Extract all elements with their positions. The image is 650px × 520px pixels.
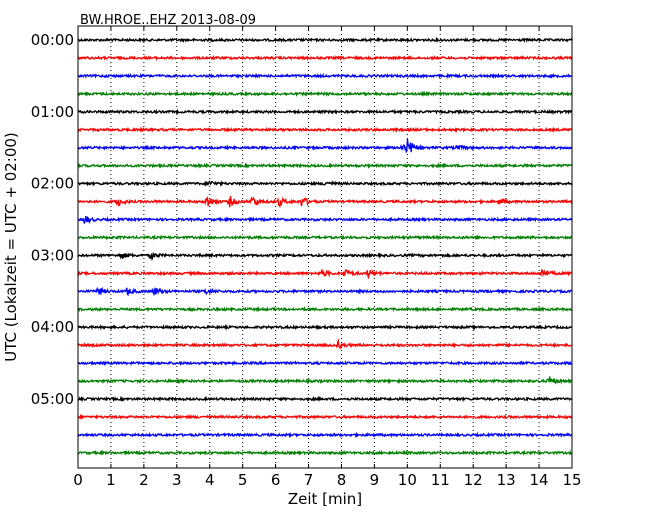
trace-02:15 xyxy=(78,195,573,209)
trace-02:30 xyxy=(77,215,573,225)
trace-00:30 xyxy=(77,72,573,80)
x-tick-label: 11 xyxy=(431,471,450,489)
x-tick-label: 10 xyxy=(398,471,417,489)
x-tick-label: 0 xyxy=(73,471,83,489)
trace-03:15 xyxy=(77,268,573,280)
y-tick-label: 02:00 xyxy=(31,175,74,193)
trace-03:30 xyxy=(77,286,573,297)
trace-02:45 xyxy=(77,234,573,241)
x-tick-label: 12 xyxy=(464,471,483,489)
trace-05:15 xyxy=(77,413,573,421)
x-axis-ticks: 0 1 2 3 4 5 6 7 8 9 10 11 12 13 14 15 xyxy=(73,26,582,489)
x-tick-label: 9 xyxy=(370,471,380,489)
trace-01:00 xyxy=(77,108,573,115)
x-tick-label: 2 xyxy=(139,471,149,489)
x-tick-label: 14 xyxy=(530,471,549,489)
trace-04:00 xyxy=(77,323,572,331)
trace-00:45 xyxy=(77,90,573,98)
trace-05:45 xyxy=(77,449,573,457)
y-tick-label: 04:00 xyxy=(31,318,74,336)
y-tick-label: 01:00 xyxy=(31,103,74,121)
trace-00:15 xyxy=(77,54,573,62)
trace-04:15 xyxy=(77,338,573,350)
trace-00:00 xyxy=(77,36,573,44)
y-axis-ticks: 00:00 01:00 02:00 03:00 04:00 05:00 xyxy=(31,31,82,408)
x-tick-label: 1 xyxy=(106,471,116,489)
grid-lines xyxy=(110,26,540,468)
y-tick-label: 00:00 xyxy=(31,31,74,49)
y-tick-label: 03:00 xyxy=(31,246,74,264)
y-tick-label: 05:00 xyxy=(31,390,74,408)
x-tick-label: 13 xyxy=(497,471,516,489)
chart-title: BW.HROE..EHZ 2013-08-09 xyxy=(80,13,256,28)
x-tick-label: 8 xyxy=(337,471,347,489)
trace-01:30 xyxy=(77,138,573,153)
trace-05:00 xyxy=(77,395,573,403)
x-tick-label: 6 xyxy=(271,471,281,489)
trace-02:00 xyxy=(78,180,573,188)
plot-frame xyxy=(77,25,573,469)
x-tick-label: 3 xyxy=(172,471,182,489)
x-axis-label: Zeit [min] xyxy=(288,490,362,508)
trace-03:00 xyxy=(77,252,573,262)
x-tick-label: 5 xyxy=(238,471,248,489)
x-tick-label: 15 xyxy=(562,471,581,489)
trace-04:45 xyxy=(77,376,573,385)
y-axis-label: UTC (Lokalzeit = UTC + 02:00) xyxy=(2,132,20,362)
trace-01:45 xyxy=(77,162,573,169)
trace-03:45 xyxy=(77,306,573,313)
trace-05:30 xyxy=(77,431,573,439)
trace-01:15 xyxy=(77,126,573,133)
seismogram-traces xyxy=(77,36,573,457)
x-tick-label: 4 xyxy=(205,471,215,489)
x-tick-label: 7 xyxy=(304,471,314,489)
trace-04:30 xyxy=(77,359,573,367)
